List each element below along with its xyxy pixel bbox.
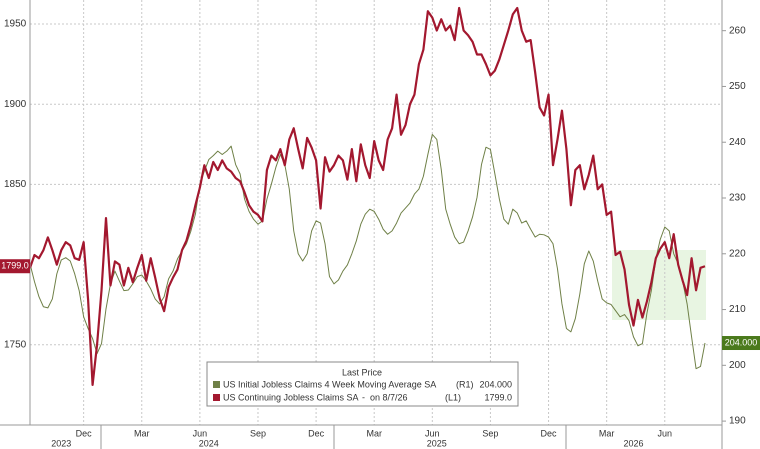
x-tick-label: Mar xyxy=(366,428,382,438)
x-year-label: 2026 xyxy=(623,438,643,448)
y2-tick-label: 210 xyxy=(729,304,746,315)
x-tick-label: Dec xyxy=(541,428,558,438)
legend-label: US Continuing Jobless Claims SA xyxy=(223,392,359,402)
y2-tick-label: 190 xyxy=(729,416,746,427)
y-tick-label: 1950 xyxy=(4,19,27,30)
last-value-label: 1799.0 xyxy=(1,261,29,271)
last-value-tag xyxy=(0,259,30,274)
legend-swatch xyxy=(213,394,220,401)
x-year-label: 2025 xyxy=(427,438,447,448)
y2-tick-label: 250 xyxy=(729,81,746,92)
y2-tick-label: 260 xyxy=(729,25,746,36)
legend-label: US Initial Jobless Claims 4 Week Moving … xyxy=(223,379,436,389)
y2-tick-label: 200 xyxy=(729,360,746,371)
legend-axis-tag: (R1) xyxy=(456,379,474,389)
x-year-label: 2023 xyxy=(51,438,71,448)
y2-tick-label: 240 xyxy=(729,137,746,148)
y-tick-label: 1750 xyxy=(4,339,27,350)
x-tick-label: Jun xyxy=(425,428,440,438)
y-tick-label: 1850 xyxy=(4,179,27,190)
x-tick-label: Jun xyxy=(193,428,208,438)
series-line xyxy=(28,6,706,387)
x-tick-label: Sep xyxy=(250,428,266,438)
last-value-label: 204.000 xyxy=(725,337,758,347)
x-tick-label: Mar xyxy=(599,428,615,438)
legend: Last Price US Initial Jobless Claims 4 W… xyxy=(206,361,519,407)
line-layer xyxy=(28,6,706,387)
x-tick-label: Jun xyxy=(658,428,673,438)
legend-note: - on 8/7/26 xyxy=(362,392,408,402)
x-tick-label: Mar xyxy=(134,428,150,438)
label-layer: 1750 1850 1900 1950 190 200 210 220 230 240 250 260… xyxy=(0,19,760,448)
legend-swatch xyxy=(213,381,220,388)
y2-tick-label: 220 xyxy=(729,248,746,259)
x-tick-label: Sep xyxy=(482,428,498,438)
series-line xyxy=(29,133,706,370)
legend-box xyxy=(206,361,519,407)
legend-axis-tag: (L1) xyxy=(445,392,461,402)
legend-last-value: 1799.0 xyxy=(484,392,512,402)
x-tick-label: Dec xyxy=(308,428,325,438)
y-tick-label: 1900 xyxy=(4,99,27,110)
y2-tick-label: 230 xyxy=(729,193,746,204)
legend-last-value: 204.000 xyxy=(479,379,512,389)
x-year-label: 2024 xyxy=(199,438,219,448)
legend-title: Last Price xyxy=(342,367,382,377)
last-value-tag xyxy=(722,336,760,351)
x-tick-label: Dec xyxy=(76,428,93,438)
